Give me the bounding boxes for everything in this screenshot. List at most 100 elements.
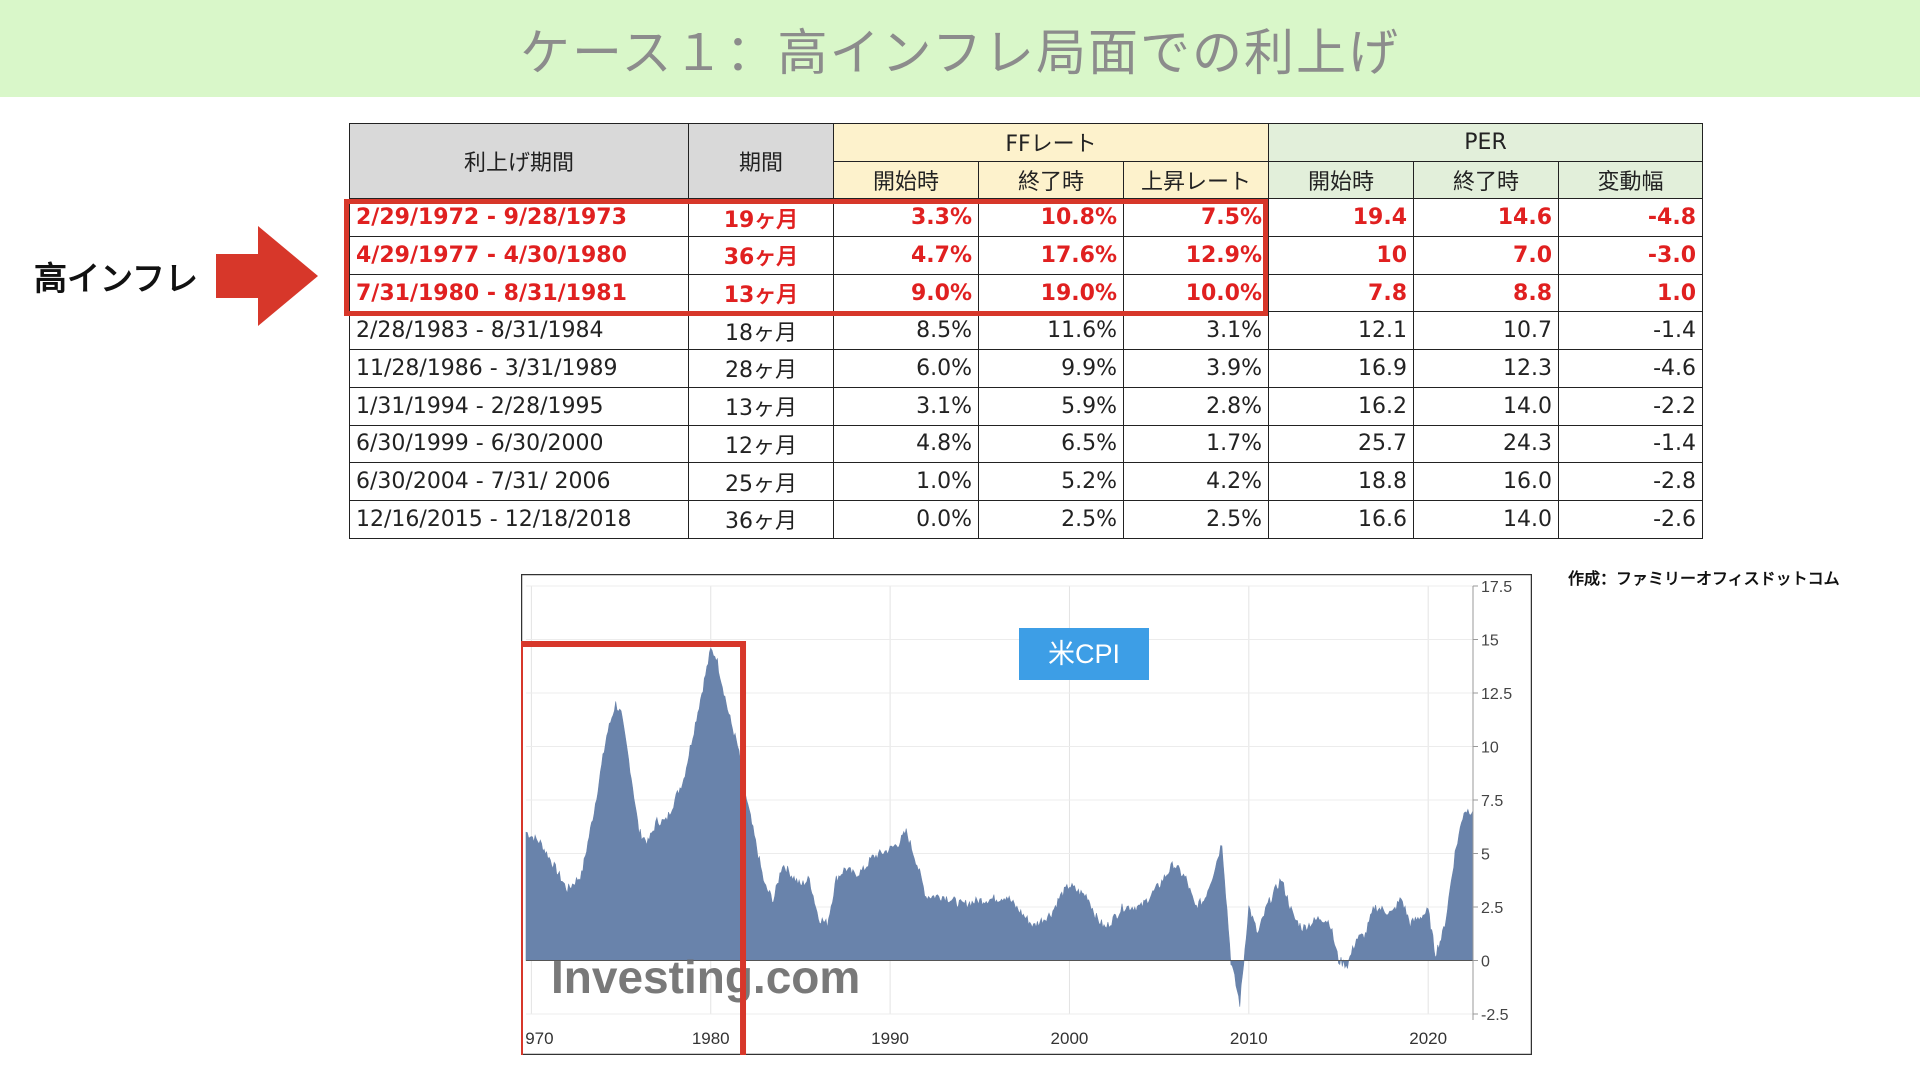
cell-ff-start: 3.3% xyxy=(833,198,979,238)
chart-y-tick-label: 12.5 xyxy=(1481,686,1512,703)
cell-ff-start: 0.0% xyxy=(833,499,979,539)
cell-ff-end: 17.6% xyxy=(978,236,1124,275)
cell-per-start: 16.2 xyxy=(1268,386,1415,426)
cell-duration: 18ヶ月 xyxy=(688,311,834,351)
chart-x-tick-label: 2020 xyxy=(1409,1029,1447,1048)
cell-per-change: -2.6 xyxy=(1558,499,1704,539)
cell-period: 11/28/1986 - 3/31/1989 xyxy=(349,349,689,388)
cell-ff-start: 3.1% xyxy=(833,386,979,426)
cell-per-end: 10.7 xyxy=(1413,311,1560,351)
cell-ff-end: 11.6% xyxy=(978,311,1124,351)
investing-watermark: Investing.com xyxy=(551,951,860,1003)
cpi-area-series xyxy=(525,647,1474,1007)
cell-per-change: -3.0 xyxy=(1558,236,1704,275)
chart-y-tick-label: 0 xyxy=(1481,954,1490,971)
header-per: PER xyxy=(1268,123,1704,162)
cell-ff-rise: 3.1% xyxy=(1122,311,1270,351)
high-inflation-label: 高インフレ xyxy=(34,259,199,298)
cell-period: 12/16/2015 - 12/18/2018 xyxy=(349,499,689,539)
cell-ff-end: 9.9% xyxy=(978,349,1124,388)
cell-per-change: -4.6 xyxy=(1558,349,1704,388)
cell-duration: 36ヶ月 xyxy=(688,499,834,539)
cell-per-start: 18.8 xyxy=(1268,462,1415,501)
cell-ff-start: 1.0% xyxy=(833,462,979,501)
cell-ff-end: 5.2% xyxy=(978,462,1124,501)
header-per-change: 変動幅 xyxy=(1558,160,1704,200)
cell-per-end: 14.0 xyxy=(1413,386,1560,426)
cell-period: 4/29/1977 - 4/30/1980 xyxy=(349,236,689,275)
header-ff-rate: FFレート xyxy=(832,123,1270,162)
chart-x-tick-label: 970 xyxy=(525,1029,553,1048)
cell-per-end: 7.0 xyxy=(1413,236,1560,275)
cell-ff-end: 19.0% xyxy=(978,273,1124,313)
cell-ff-rise: 4.2% xyxy=(1122,462,1270,501)
table-row: 1/31/1994 - 2/28/1995 13ヶ月 3.1% 5.9% 2.8% 16.… xyxy=(349,386,1704,426)
cell-duration: 25ヶ月 xyxy=(688,462,834,501)
header-per-end: 終了時 xyxy=(1413,160,1560,200)
header-period: 利上げ期間 xyxy=(349,122,689,200)
chart-title: 米CPI xyxy=(1048,639,1120,669)
header-ff-end: 終了時 xyxy=(978,160,1124,200)
cell-per-start: 25.7 xyxy=(1268,424,1415,464)
cell-per-change: -2.2 xyxy=(1558,386,1704,426)
cpi-chart: 17.5 15 12.5 10 7.5 5 2.5 0 -2.5 970 1980 1990 2000 2… xyxy=(517,573,1533,1068)
cell-per-start: 16.6 xyxy=(1268,499,1415,539)
table-row: 4/29/1977 - 4/30/1980 36ヶ月 4.7% 17.6% 12.9% 1… xyxy=(349,236,1704,275)
cell-per-start: 16.9 xyxy=(1268,349,1415,388)
cell-per-end: 14.0 xyxy=(1413,499,1560,539)
cell-per-change: -2.8 xyxy=(1558,462,1704,501)
chart-y-tick-label: 5 xyxy=(1481,847,1490,864)
header-per-start: 開始時 xyxy=(1268,160,1415,200)
high-inflation-highlight-box xyxy=(344,199,1268,316)
cell-ff-rise: 2.5% xyxy=(1122,499,1270,539)
chart-x-tick-label: 2010 xyxy=(1230,1029,1268,1048)
chart-y-tick-label: 17.5 xyxy=(1481,579,1512,596)
table-row: 12/16/2015 - 12/18/2018 36ヶ月 0.0% 2.5% 2.5% 1… xyxy=(349,499,1704,539)
table-row: 2/28/1983 - 8/31/1984 18ヶ月 8.5% 11.6% 3.1% 12… xyxy=(349,311,1704,351)
cell-per-end: 24.3 xyxy=(1413,424,1560,464)
cell-ff-start: 6.0% xyxy=(833,349,979,388)
chart-y-tick-label: 2.5 xyxy=(1481,900,1503,917)
table-row: 7/31/1980 - 8/31/1981 13ヶ月 9.0% 19.0% 10.0% 7… xyxy=(349,273,1704,313)
table-row: 11/28/1986 - 3/31/1989 28ヶ月 6.0% 9.9% 3.9% 16… xyxy=(349,349,1704,388)
cell-per-end: 8.8 xyxy=(1413,273,1560,313)
cell-duration: 28ヶ月 xyxy=(688,349,834,388)
cell-per-start: 10 xyxy=(1268,236,1415,275)
header-ff-rise: 上昇レート xyxy=(1122,160,1270,200)
cell-period: 1/31/1994 - 2/28/1995 xyxy=(349,386,689,426)
cell-per-change: -1.4 xyxy=(1558,311,1704,351)
cell-ff-end: 5.9% xyxy=(978,386,1124,426)
cell-per-end: 16.0 xyxy=(1413,462,1560,501)
rate-hike-table: 利上げ期間 期間 FFレート PER 開始時 終了時 上昇レート 開始時 終了時… xyxy=(349,122,1704,539)
cell-per-end: 12.3 xyxy=(1413,349,1560,388)
chart-x-tick-label: 2000 xyxy=(1051,1029,1089,1048)
cell-per-start: 12.1 xyxy=(1268,311,1415,351)
cell-per-start: 19.4 xyxy=(1268,198,1415,238)
cell-duration: 13ヶ月 xyxy=(688,386,834,426)
chart-y-tick-label: 10 xyxy=(1481,740,1499,757)
chart-y-tick-label: -2.5 xyxy=(1481,1007,1509,1024)
cpi-chart-svg: 17.5 15 12.5 10 7.5 5 2.5 0 -2.5 970 1980 1990 2000 2… xyxy=(517,573,1533,1068)
cell-ff-start: 4.8% xyxy=(833,424,979,464)
cell-ff-end: 2.5% xyxy=(978,499,1124,539)
cell-period: 7/31/1980 - 8/31/1981 xyxy=(349,273,689,313)
cell-period: 6/30/1999 - 6/30/2000 xyxy=(349,424,689,464)
table-row: 6/30/1999 - 6/30/2000 12ヶ月 4.8% 6.5% 1.7% 25.… xyxy=(349,424,1704,464)
credit-text: 作成：ファミリーオフィスドットコム xyxy=(1568,569,1840,588)
header-ff-start: 開始時 xyxy=(833,160,979,200)
cell-duration: 13ヶ月 xyxy=(688,273,834,313)
cell-per-change: 1.0 xyxy=(1558,273,1704,313)
cell-per-change: -4.8 xyxy=(1558,198,1704,238)
cell-ff-start: 8.5% xyxy=(833,311,979,351)
cell-per-change: -1.4 xyxy=(1558,424,1704,464)
cell-ff-rise: 3.9% xyxy=(1122,349,1270,388)
cell-ff-rise: 10.0% xyxy=(1122,273,1270,313)
cell-duration: 36ヶ月 xyxy=(688,236,834,275)
chart-y-tick-label: 15 xyxy=(1481,633,1499,650)
chart-title-badge xyxy=(1019,628,1149,680)
cell-ff-start: 4.7% xyxy=(833,236,979,275)
cell-ff-end: 6.5% xyxy=(978,424,1124,464)
cell-ff-rise: 1.7% xyxy=(1122,424,1270,464)
cell-duration: 12ヶ月 xyxy=(688,424,834,464)
chart-x-tick-label: 1990 xyxy=(871,1029,909,1048)
